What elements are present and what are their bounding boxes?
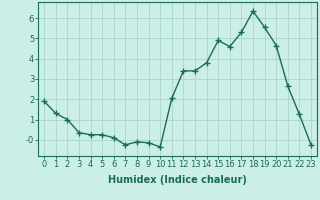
X-axis label: Humidex (Indice chaleur): Humidex (Indice chaleur) bbox=[108, 175, 247, 185]
